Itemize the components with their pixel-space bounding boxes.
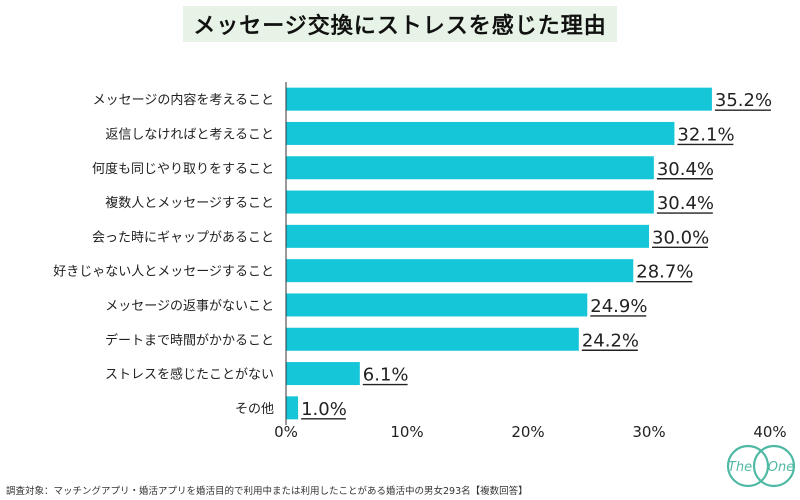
category-label: デートまで時間がかかること	[105, 332, 274, 348]
category-label: 複数人とメッセージすること	[105, 195, 274, 211]
value-label: 6.1%	[363, 365, 409, 386]
bar	[286, 121, 675, 145]
bar	[286, 259, 634, 283]
value-label: 30.0%	[652, 227, 709, 248]
value-label: 1.0%	[301, 399, 347, 420]
survey-footnote: 調査対象：マッチングアプリ・婚活アプリを婚活目的で利用中または利用したことがある…	[6, 486, 528, 497]
category-label: メッセージの返事がないこと	[105, 299, 274, 314]
the-one-logo: The One	[726, 444, 796, 488]
category-label: 会った時にギャップがあること	[92, 230, 274, 245]
logo-right-text: One	[768, 460, 794, 475]
category-label: 好きじゃない人とメッセージすること	[53, 265, 274, 280]
value-label: 30.4%	[657, 159, 714, 180]
bar	[286, 362, 360, 386]
bar	[286, 190, 654, 214]
chart-title-wrap: メッセージ交換にストレスを感じた理由	[0, 6, 800, 42]
bar-chart: メッセージの内容を考えること 35.2% 返信しなければと考えること 32.1% 何度も…	[53, 82, 787, 441]
category-label: 返信しなければと考えること	[105, 127, 274, 142]
logo-left-ring	[726, 444, 770, 488]
x-tick-label: 20%	[511, 423, 544, 441]
bar	[286, 156, 654, 180]
category-label: 何度も同じやり取りをすること	[92, 161, 274, 177]
value-label: 28.7%	[636, 262, 693, 283]
value-label: 24.2%	[582, 330, 639, 351]
logo-left-text: The	[728, 460, 752, 475]
value-label: 32.1%	[677, 124, 734, 145]
logo-right-ring	[752, 444, 796, 488]
category-label: ストレスを感じたことがない	[105, 367, 274, 383]
bar	[286, 293, 588, 317]
bar	[286, 224, 649, 248]
x-tick-label: 10%	[390, 423, 423, 441]
bar	[286, 87, 712, 111]
bar	[286, 327, 579, 351]
value-label: 30.4%	[657, 193, 714, 214]
bar	[286, 396, 299, 420]
x-tick-label: 40%	[753, 423, 786, 441]
value-label: 24.9%	[590, 296, 647, 317]
x-tick-label: 0%	[274, 423, 298, 441]
x-tick-label: 30%	[632, 423, 665, 441]
value-label: 35.2%	[715, 90, 772, 111]
category-label: メッセージの内容を考えること	[93, 92, 274, 108]
chart-title: メッセージ交換にストレスを感じた理由	[183, 6, 617, 42]
category-label: その他	[235, 402, 274, 417]
